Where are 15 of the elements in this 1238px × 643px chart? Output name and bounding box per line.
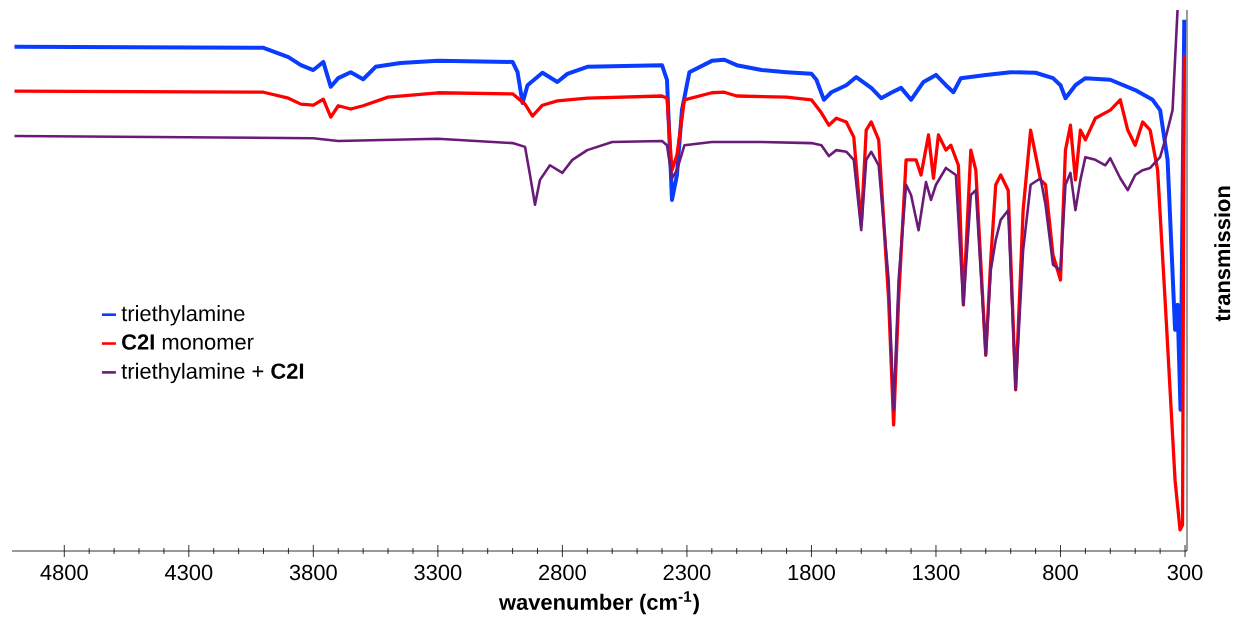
x-tick-label: 4800 [40, 564, 88, 581]
x-tick-label: 4300 [164, 564, 213, 581]
legend-label: triethylamine [121, 305, 245, 326]
x-axis-title: wavenumber (cm$^{-1}$) [498, 591, 699, 615]
x-tick-label: 300 [1167, 564, 1203, 581]
x-tick-label: 1300 [913, 564, 960, 581]
legend-label: triethylamine + C2I [121, 362, 304, 384]
y-axis-title: transmission [1214, 186, 1231, 322]
x-tick-label: 800 [1043, 564, 1078, 581]
x-tick-label: 3300 [414, 564, 462, 581]
x-tick-label: 2800 [539, 564, 586, 581]
x-tick-label: 3800 [289, 564, 337, 581]
x-tick-label: 2300 [663, 564, 711, 581]
x-tick-label: 1800 [788, 564, 835, 581]
legend-label: C2I monomer [122, 334, 254, 350]
